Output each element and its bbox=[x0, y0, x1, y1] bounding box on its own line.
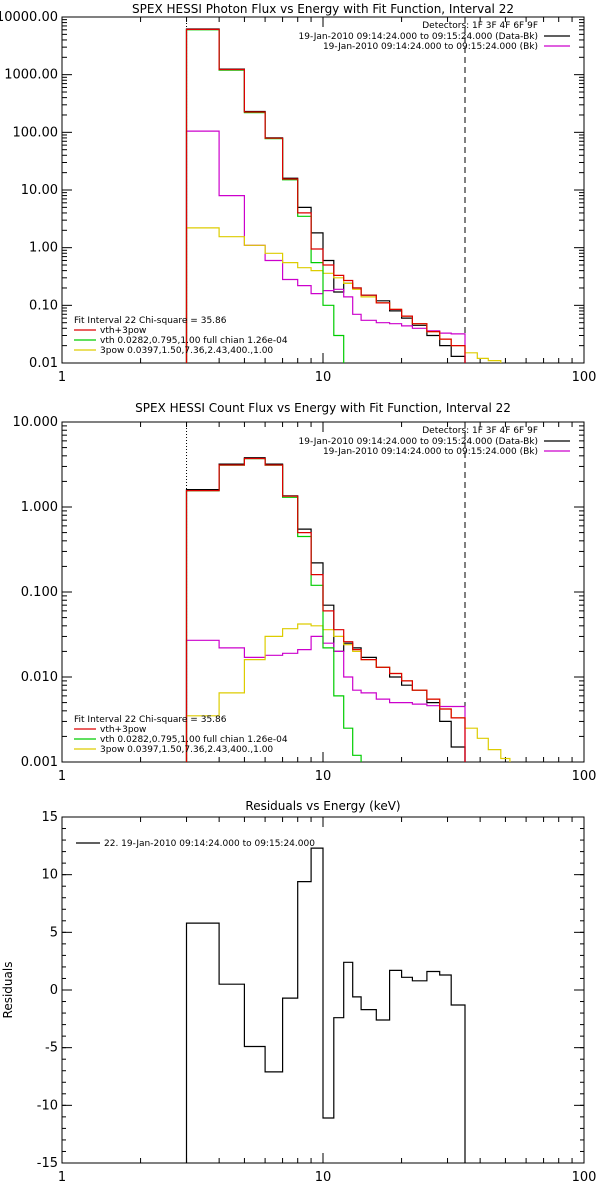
series-line-5 bbox=[185, 28, 466, 363]
series-group bbox=[185, 457, 511, 762]
y-tick-label: 0.01 bbox=[29, 356, 58, 371]
legend-bottom-entry: vth 0.0282,0.795,1.00 full chian 1.26e-0… bbox=[100, 336, 288, 346]
y-tick-label: 5 bbox=[50, 925, 58, 940]
chart-title: SPEX HESSI Photon Flux vs Energy with Fi… bbox=[132, 2, 514, 16]
y-tick-label: 0.010 bbox=[21, 670, 58, 685]
chart-panel-2: SPEX HESSI Count Flux vs Energy with Fit… bbox=[13, 401, 597, 784]
x-tick-label: 100 bbox=[572, 1170, 597, 1185]
legend-bottom-entry: vth+3pow bbox=[100, 725, 146, 735]
x-tick-label: 1 bbox=[58, 370, 66, 385]
chart-title: Residuals vs Energy (keV) bbox=[245, 799, 400, 813]
fit-interval-label: Fit Interval 22 Chi-square = 35.86 bbox=[74, 715, 227, 725]
y-tick-label: 15 bbox=[41, 810, 58, 825]
y-tick-label: 10.00 bbox=[21, 183, 58, 198]
detectors-label: Detectors: 1F 3F 4F 6F 9F bbox=[422, 21, 538, 31]
y-tick-label: -15 bbox=[37, 1156, 58, 1171]
y-axis-label: Residuals bbox=[1, 962, 15, 1019]
legend-entry: 22. 19-Jan-2010 09:14:24.000 to 09:15:24… bbox=[104, 839, 315, 849]
y-tick-label: 0 bbox=[50, 983, 58, 998]
series-line-3 bbox=[185, 623, 511, 762]
x-tick-label: 100 bbox=[572, 370, 597, 385]
legend-bottom-entry: 3pow 0.0397,1.50,7.36,2.43,400.,1.00 bbox=[100, 346, 273, 356]
chart-panel-1: SPEX HESSI Photon Flux vs Energy with Fi… bbox=[0, 2, 597, 385]
legend-bottom-entry: 3pow 0.0397,1.50,7.36,2.43,400.,1.00 bbox=[100, 745, 273, 755]
legend-top-entry: 19-Jan-2010 09:14:24.000 to 09:15:24.000… bbox=[299, 32, 538, 42]
fit-interval-label: Fit Interval 22 Chi-square = 35.86 bbox=[74, 316, 227, 326]
series-group bbox=[185, 28, 502, 363]
y-tick-label: -5 bbox=[45, 1041, 58, 1056]
x-tick-label: 1 bbox=[58, 769, 66, 784]
y-tick-label: 0.10 bbox=[29, 298, 58, 313]
y-tick-label: 10 bbox=[41, 868, 58, 883]
legend-bottom-entry: vth 0.0282,0.795,1.00 full chian 1.26e-0… bbox=[100, 735, 288, 745]
x-tick-label: 10 bbox=[315, 370, 332, 385]
y-tick-label: 1.000 bbox=[21, 500, 58, 515]
legend-bottom-entry: vth+3pow bbox=[100, 326, 146, 336]
series-line-3 bbox=[185, 227, 502, 363]
legend-top-entry: 19-Jan-2010 09:14:24.000 to 09:15:24.000… bbox=[323, 447, 538, 457]
y-tick-label: -10 bbox=[37, 1098, 58, 1113]
legend-top-entry: 19-Jan-2010 09:14:24.000 to 09:15:24.000… bbox=[323, 42, 538, 52]
plot-frame bbox=[61, 16, 585, 364]
y-tick-label: 1000.00 bbox=[4, 68, 58, 83]
series-line-1 bbox=[185, 847, 466, 1163]
y-tick-label: 10000.00 bbox=[0, 10, 58, 25]
detectors-label: Detectors: 1F 3F 4F 6F 9F bbox=[422, 426, 538, 436]
series-line-5 bbox=[185, 457, 466, 762]
chart-panel-3: Residuals vs Energy (keV) 1 10 100 -15 -10 -5 0… bbox=[1, 799, 597, 1185]
y-tick-label: 0.001 bbox=[21, 755, 58, 770]
y-tick-label: 100.00 bbox=[13, 125, 59, 140]
x-tick-label: 100 bbox=[572, 769, 597, 784]
series-group bbox=[185, 847, 466, 1163]
x-tick-label: 1 bbox=[58, 1170, 66, 1185]
legend-top-entry: 19-Jan-2010 09:14:24.000 to 09:15:24.000… bbox=[299, 437, 538, 447]
x-tick-label: 10 bbox=[315, 769, 332, 784]
x-tick-label: 10 bbox=[315, 1170, 332, 1185]
chart-title: SPEX HESSI Count Flux vs Energy with Fit… bbox=[135, 401, 511, 415]
y-tick-label: 0.100 bbox=[21, 585, 58, 600]
y-tick-label: 10.000 bbox=[13, 415, 59, 430]
y-tick-label: 1.00 bbox=[29, 241, 58, 256]
